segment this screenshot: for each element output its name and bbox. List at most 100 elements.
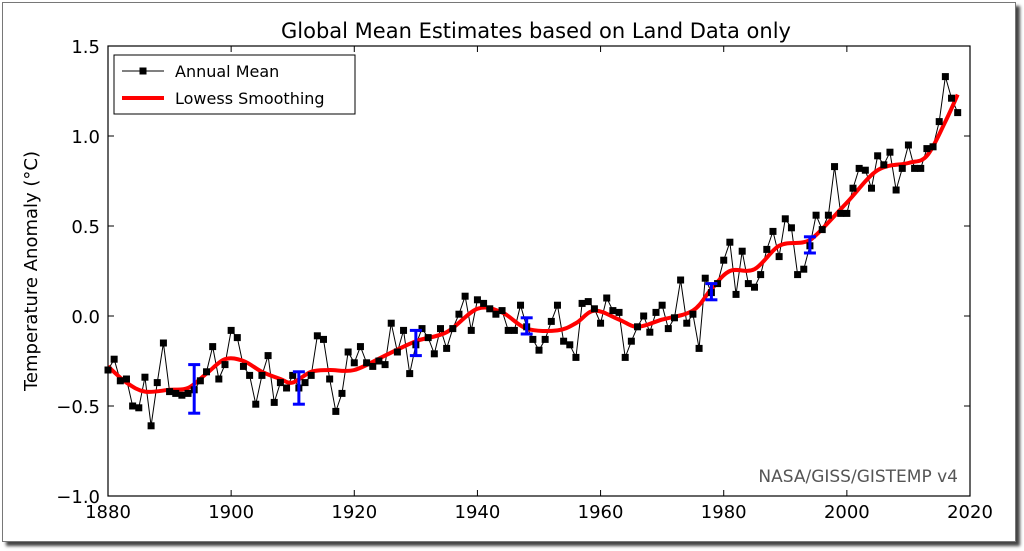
annual-mean-point [344,348,352,356]
annual-mean-point [406,370,414,378]
uncertainty-bar [705,282,718,302]
annual-mean-point [159,339,167,347]
annual-mean-point [732,290,740,298]
uncertainty-bar [409,328,422,358]
annual-mean-point [467,326,475,334]
annual-mean-point [400,326,408,334]
annual-mean-point [670,314,678,322]
source-annotation: NASA/GISS/GISTEMP v4 [758,467,958,487]
annual-mean-point [116,377,124,385]
annual-mean-point [683,319,691,327]
annual-mean-point [867,184,875,192]
annual-mean-point [147,422,155,430]
annual-mean-point [233,334,241,342]
annual-mean-point [110,355,118,363]
annual-mean-point [603,294,611,302]
annual-mean-point [572,353,580,361]
annual-mean-point [553,301,561,309]
annual-mean-point [178,391,186,399]
annual-mean-point [276,379,284,387]
annual-mean-point [597,319,605,327]
annual-mean-point [794,271,802,279]
annual-mean-point [831,163,839,171]
annual-mean-point [473,296,481,304]
annual-mean-point [486,305,494,313]
y-tick-label: 0.5 [71,217,100,238]
x-tick-label: 1900 [208,502,254,523]
annual-mean-point [289,371,297,379]
x-tick-label: 1940 [455,502,501,523]
uncertainty-bar [188,363,201,415]
annual-mean-point [590,305,598,313]
annual-mean-point [818,226,826,234]
annual-mean-point [129,402,137,410]
x-tick-label: 1960 [578,502,624,523]
annual-mean-point [560,337,568,345]
annual-mean-point [658,301,666,309]
annual-mean-point [239,362,247,370]
chart-title: Global Mean Estimates based on Land Data… [281,19,791,43]
annual-mean-point [664,325,672,333]
x-tick-label: 1880 [85,502,131,523]
legend-annual-label: Annual Mean [175,62,279,81]
annual-mean-point [689,310,697,318]
annual-mean-point [418,325,426,333]
annual-mean-point [393,348,401,356]
annual-mean-point [461,292,469,300]
annual-mean-point [824,211,832,219]
annual-mean-point [338,389,346,397]
annual-mean-point [455,310,463,318]
annual-mean-point [627,337,635,345]
annual-mean-point [787,224,795,232]
annual-mean-point [326,375,334,383]
annual-mean-point [720,256,728,264]
annual-mean-point [634,323,642,331]
annual-mean-point [609,307,617,315]
annual-mean-point [122,375,130,383]
annual-mean-point [498,307,506,315]
annual-mean-point [529,335,537,343]
annual-mean-point [880,161,888,169]
annual-mean-point [701,274,709,282]
annual-mean-point [141,373,149,381]
annual-mean-point [855,164,863,172]
annual-mean-point [369,362,377,370]
annual-mean-point [898,164,906,172]
annual-mean-point [769,227,777,235]
annual-mean-point [215,375,223,383]
annual-mean-point [356,343,364,351]
annual-mean-point [578,299,586,307]
annual-mean-point [695,344,703,352]
x-tick-label: 1920 [331,502,377,523]
annual-mean-point [917,164,925,172]
legend-annual-marker [139,67,147,75]
annual-mean-point [381,361,389,369]
annual-mean-point [387,319,395,327]
y-tick-label: −1.0 [56,487,100,508]
annual-mean-point [738,247,746,255]
annual-mean-point [510,326,518,334]
annual-mean-point [184,389,192,397]
annual-mean-point [861,166,869,174]
annual-mean-point [320,335,327,343]
x-tick-label: 2020 [947,502,993,523]
annual-mean-point [172,389,180,397]
annual-mean-point [541,335,549,343]
y-tick-label: 1.0 [71,127,100,148]
uncertainty-bar [803,235,816,255]
annual-mean-point [941,73,949,81]
annual-mean-point [480,299,488,307]
annual-mean-point [775,253,783,261]
annual-mean-point [166,388,174,396]
annual-mean-point [640,312,648,320]
annual-mean-point [812,211,820,219]
annual-mean-point [948,94,956,102]
annual-mean-point [615,308,623,316]
annual-mean-point [301,379,309,387]
annual-mean-point [350,359,358,367]
annual-mean-point [153,379,161,387]
annual-mean-point [375,357,383,365]
annual-mean-point [781,215,789,223]
legend-lowess-label: Lowess Smoothing [175,89,325,108]
